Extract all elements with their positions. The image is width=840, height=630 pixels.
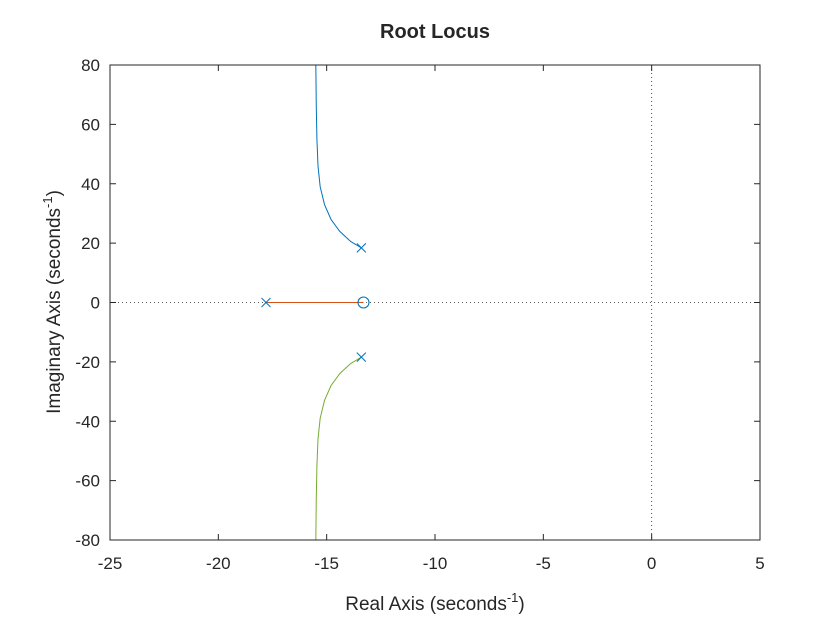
locus-branch-1 — [315, 64, 362, 249]
x-tick-label: 5 — [755, 554, 764, 573]
locus-branches — [266, 64, 364, 541]
pole-stroke — [356, 352, 367, 362]
y-axis-label: Imaginary Axis (seconds-1) — [40, 190, 65, 414]
zero-marker-1 — [357, 296, 370, 309]
y-tick-label: 0 — [91, 294, 100, 313]
x-tick-label: -20 — [206, 554, 231, 573]
pole-marker-2 — [261, 297, 271, 308]
x-tick-label: -25 — [98, 554, 123, 573]
x-tick-labels: -25 -20 -15 -10 -5 0 5 — [98, 554, 765, 573]
x-tick-label: -15 — [314, 554, 339, 573]
y-tick-label: 80 — [81, 56, 100, 75]
y-tick-label: -20 — [75, 353, 100, 372]
y-tick-label: -60 — [75, 472, 100, 491]
pole-zero-markers — [261, 243, 370, 362]
chart-title: Root Locus — [380, 21, 490, 43]
x-tick-label: -5 — [536, 554, 551, 573]
reference-lines — [110, 65, 760, 540]
y-tick-labels: -80 -60 -40 -20 0 20 40 60 80 — [75, 56, 100, 550]
y-tick-label: 20 — [81, 234, 100, 253]
y-tick-label: 40 — [81, 175, 100, 194]
y-tick-label: -40 — [75, 412, 100, 431]
axis-ticks — [109, 64, 761, 541]
y-tick-label: 60 — [81, 115, 100, 134]
pole-stroke — [261, 297, 271, 308]
x-axis-label: Real Axis (seconds-1) — [345, 590, 524, 615]
x-tick-label: 0 — [647, 554, 656, 573]
pole-marker-1 — [356, 243, 367, 253]
y-tick-label: -80 — [75, 531, 100, 550]
locus-branch-3 — [315, 356, 362, 541]
pole-stroke — [356, 243, 367, 253]
x-tick-label: -10 — [423, 554, 448, 573]
pole-marker-3 — [356, 352, 367, 362]
